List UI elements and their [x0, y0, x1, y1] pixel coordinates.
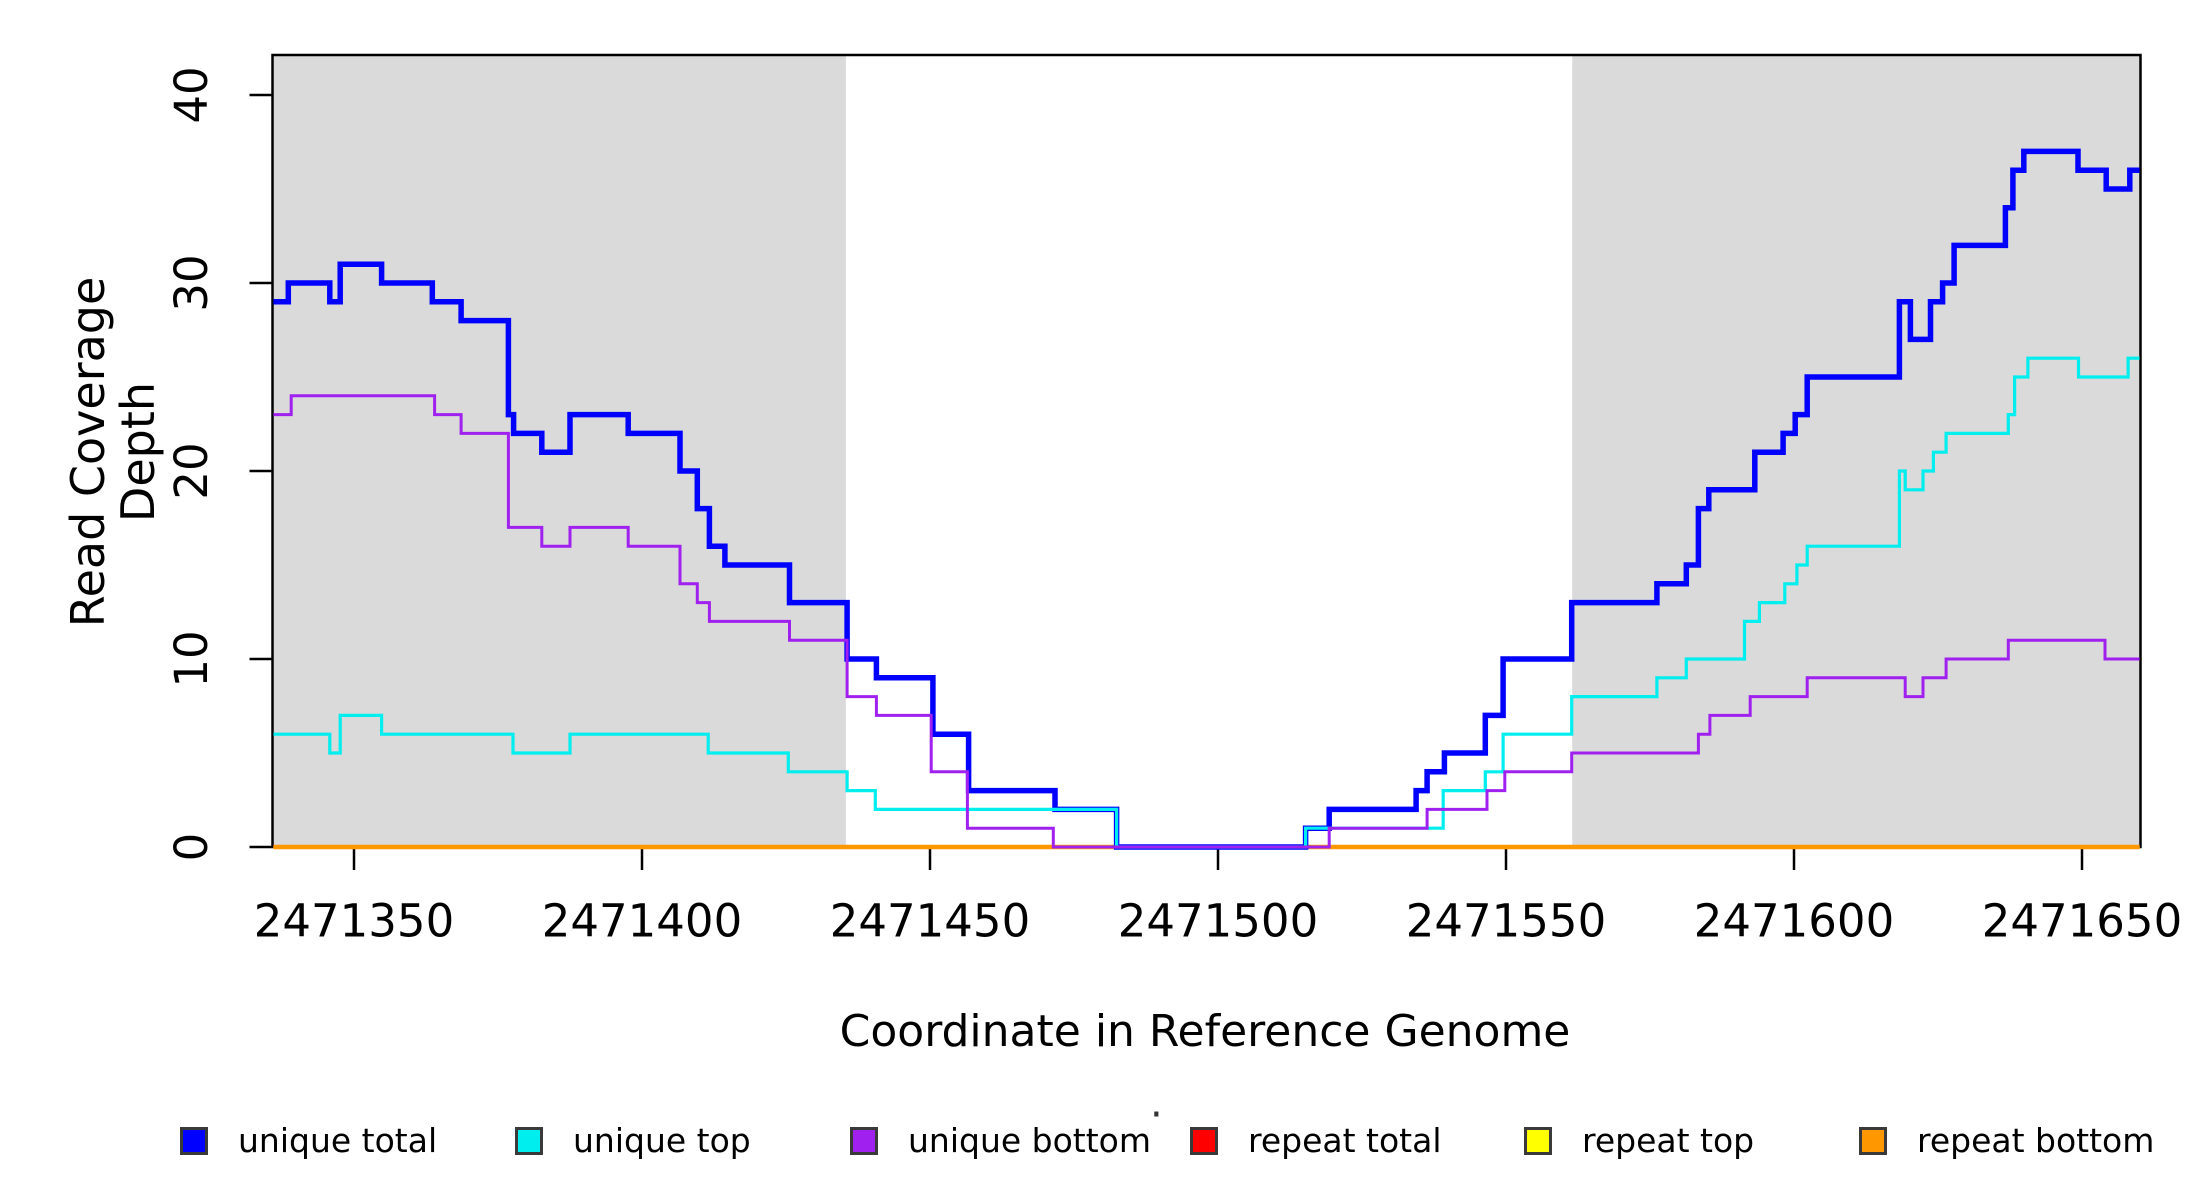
- legend-label: unique bottom: [908, 1121, 1152, 1160]
- legend-swatch-repeat-top: [1524, 1126, 1552, 1155]
- legend-item-unique-top: unique top: [515, 1121, 751, 1160]
- legend-swatch-unique-bottom: [850, 1126, 878, 1155]
- legend-label: repeat total: [1248, 1121, 1442, 1160]
- legend-swatch-repeat-bottom: [1859, 1126, 1887, 1155]
- x-tick-label: 2471450: [830, 895, 1030, 948]
- shaded-region-2: [1572, 56, 2140, 846]
- x-tick-label: 2471600: [1694, 895, 1894, 948]
- x-axis-title: Coordinate in Reference Genome: [839, 1006, 1571, 1057]
- series-unique-bottom: [273, 394, 2140, 849]
- legend-label: unique total: [238, 1121, 438, 1160]
- y-tick-label: 20: [165, 442, 218, 499]
- legend-item-repeat-total: repeat total: [1190, 1121, 1442, 1160]
- y-tick-label: 0: [165, 833, 218, 862]
- y-tick-label: 40: [165, 66, 218, 123]
- legend-swatch-unique-total: [180, 1126, 208, 1155]
- x-tick-label: 2471650: [1982, 895, 2182, 948]
- legend-item-unique-bottom: unique bottom: [850, 1121, 1151, 1160]
- series-unique-top: [273, 356, 2140, 849]
- x-tick-label: 2471400: [542, 895, 742, 948]
- x-tick-label: 2471350: [254, 895, 454, 948]
- legend-item-unique-total: unique total: [180, 1121, 437, 1160]
- y-tick-label: 30: [165, 254, 218, 311]
- legend-swatch-unique-top: [515, 1126, 543, 1155]
- legend-item-repeat-top: repeat top: [1524, 1121, 1754, 1160]
- y-tick-label: 10: [165, 630, 218, 687]
- x-tick-label: 2471500: [1118, 895, 1318, 948]
- legend-label: repeat top: [1582, 1121, 1755, 1160]
- x-tick-label: 2471550: [1406, 895, 1606, 948]
- legend-label: unique top: [573, 1121, 751, 1160]
- legend-item-repeat-bottom: repeat bottom: [1859, 1121, 2154, 1160]
- series-unique-total: [273, 148, 2140, 850]
- legend-swatch-repeat-total: [1190, 1126, 1218, 1155]
- legend-label: repeat bottom: [1917, 1121, 2155, 1160]
- legend-stray-dot: ·: [1150, 1092, 1163, 1138]
- y-axis-title: Read Coverage Depth: [61, 276, 165, 628]
